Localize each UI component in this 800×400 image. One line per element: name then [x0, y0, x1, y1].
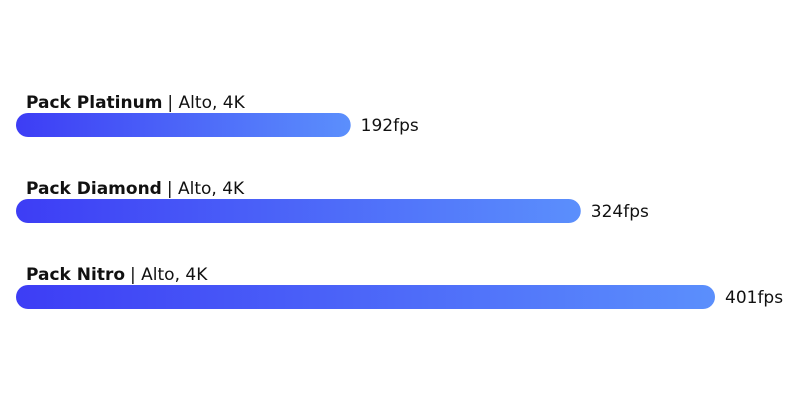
bar-label: Pack Platinum | Alto, 4K — [26, 93, 246, 113]
bar — [16, 199, 581, 223]
category-name: Pack Nitro — [26, 265, 125, 285]
category-detail: | Alto, 4K — [130, 265, 208, 285]
category-name: Pack Platinum — [26, 93, 162, 113]
category-name: Pack Diamond — [26, 179, 162, 199]
bar — [16, 285, 715, 309]
bar — [16, 113, 351, 137]
value-label: 401fps — [725, 288, 783, 308]
bar-label: Pack Diamond | Alto, 4K — [26, 179, 245, 199]
bar-label: Pack Nitro | Alto, 4K — [26, 265, 208, 285]
value-label: 324fps — [591, 202, 649, 222]
category-detail: | Alto, 4K — [167, 179, 245, 199]
value-label: 192fps — [361, 116, 419, 136]
category-detail: | Alto, 4K — [167, 93, 245, 113]
